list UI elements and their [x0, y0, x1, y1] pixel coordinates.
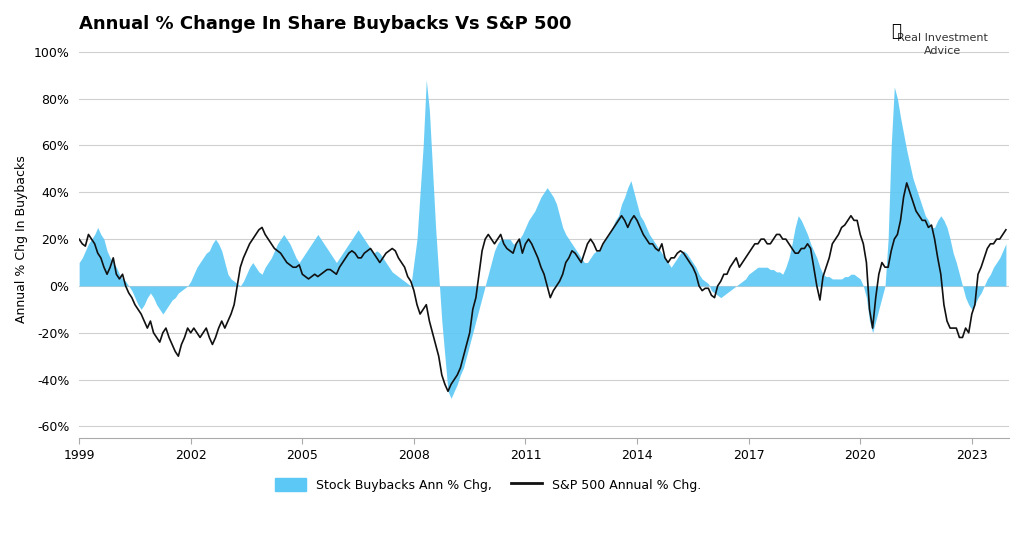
- Text: 🦅: 🦅: [891, 22, 901, 40]
- Legend: Stock Buybacks Ann % Chg,, S&P 500 Annual % Chg.: Stock Buybacks Ann % Chg,, S&P 500 Annua…: [275, 478, 701, 492]
- Text: Annual % Change In Share Buybacks Vs S&P 500: Annual % Change In Share Buybacks Vs S&P…: [79, 15, 571, 33]
- Text: Real Investment
Advice: Real Investment Advice: [897, 33, 987, 56]
- Y-axis label: Annual % Chg In Buybacks: Annual % Chg In Buybacks: [15, 155, 28, 323]
